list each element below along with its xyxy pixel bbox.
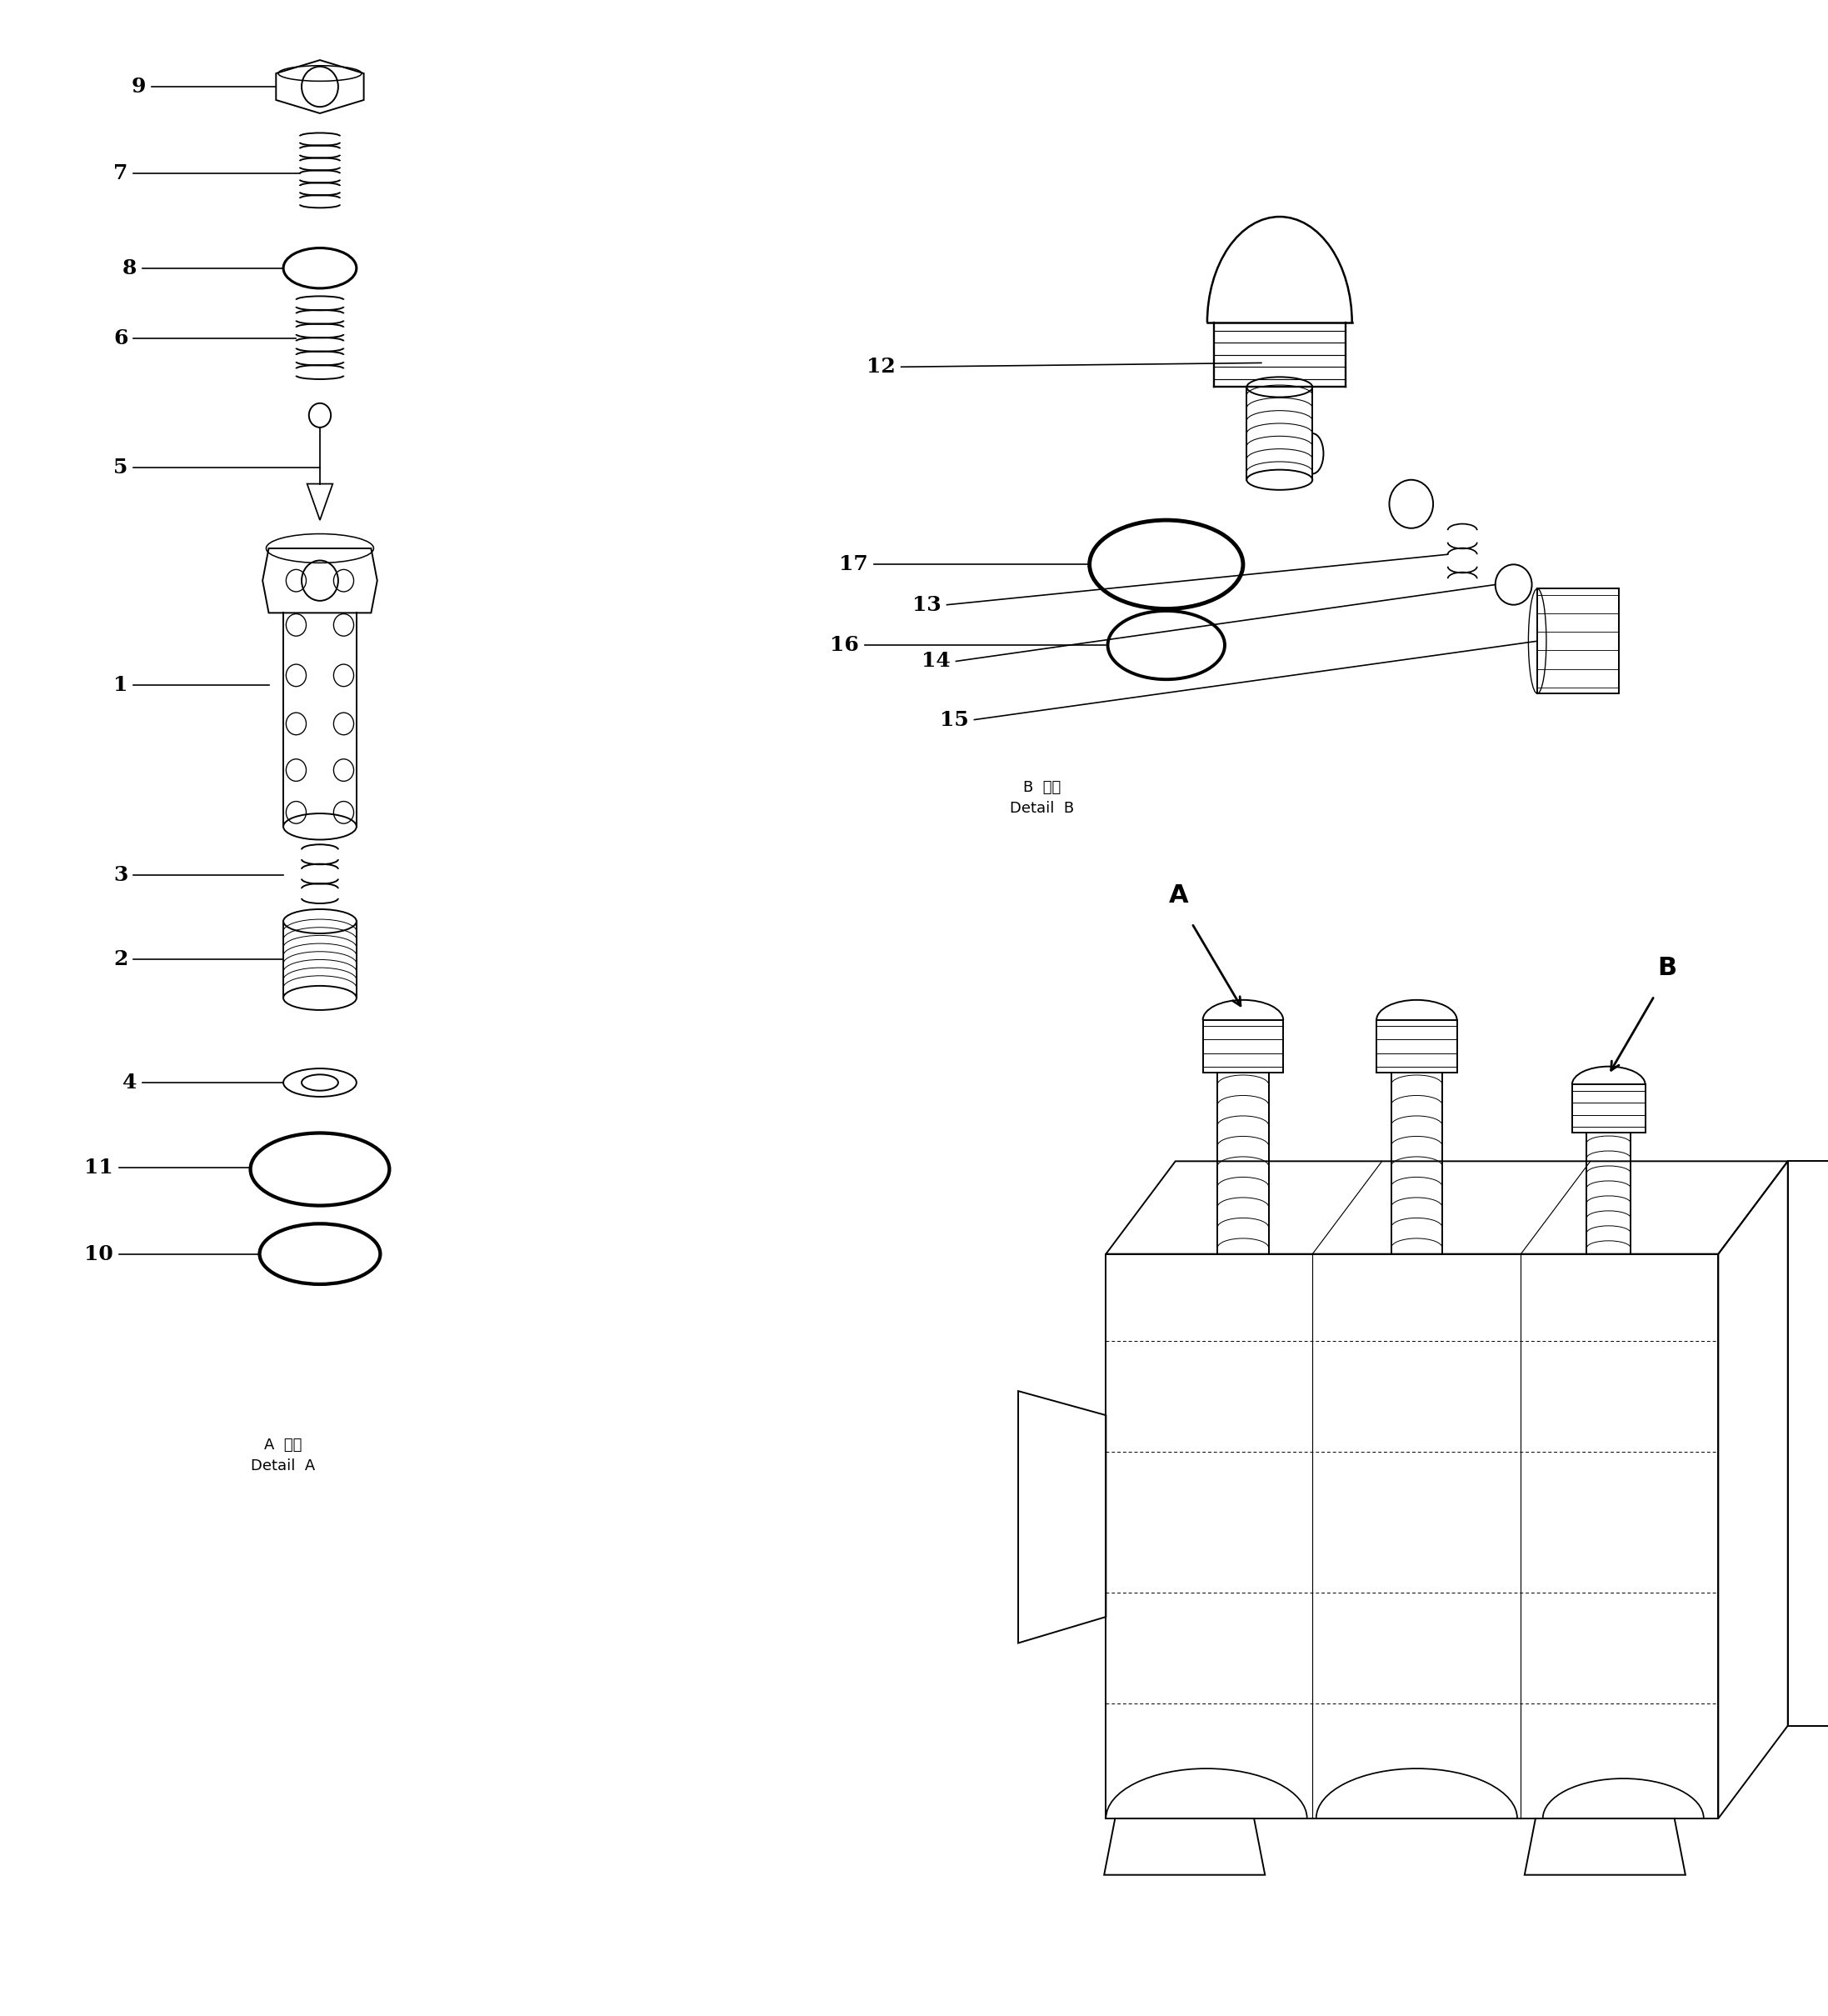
Text: 5: 5 [113, 458, 128, 478]
Text: 9: 9 [132, 77, 146, 97]
Text: 13: 13 [912, 595, 941, 615]
Text: 4: 4 [122, 1073, 137, 1093]
Text: A  詳細
Detail  A: A 詳細 Detail A [250, 1437, 316, 1474]
Text: 12: 12 [866, 357, 896, 377]
Text: B  詳細
Detail  B: B 詳細 Detail B [1009, 780, 1075, 816]
Text: 11: 11 [84, 1157, 113, 1177]
Text: 10: 10 [84, 1244, 113, 1264]
Text: 14: 14 [921, 651, 951, 671]
Text: 7: 7 [113, 163, 128, 183]
Text: 16: 16 [830, 635, 859, 655]
Text: B: B [1658, 956, 1676, 980]
Text: 3: 3 [113, 865, 128, 885]
Text: A: A [1170, 883, 1188, 907]
Text: 8: 8 [122, 258, 137, 278]
Text: 6: 6 [113, 329, 128, 349]
Polygon shape [307, 484, 333, 520]
Text: 15: 15 [940, 710, 969, 730]
Text: 17: 17 [839, 554, 868, 575]
Text: 2: 2 [113, 950, 128, 970]
Text: 1: 1 [113, 675, 128, 696]
